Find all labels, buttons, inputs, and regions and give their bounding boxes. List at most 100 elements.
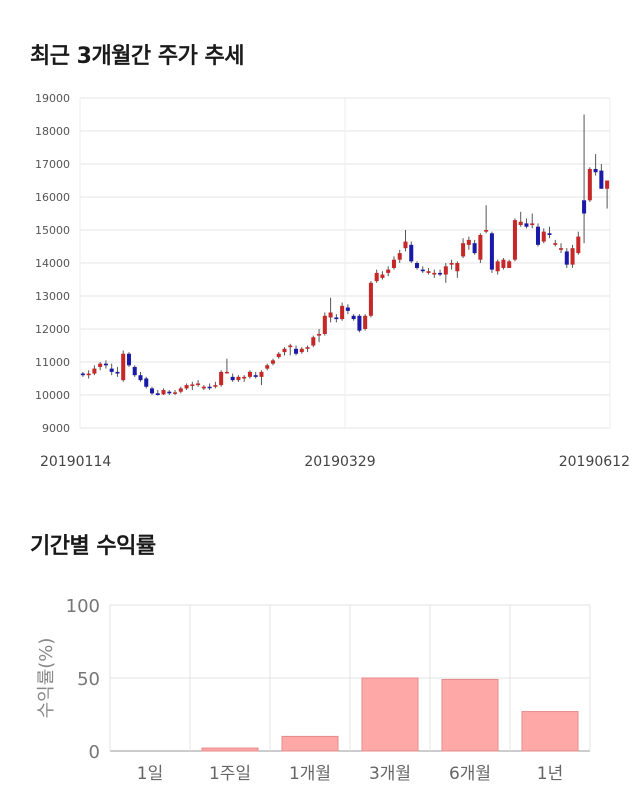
y-tick-label: 100 <box>66 596 100 617</box>
candle-body <box>317 333 322 336</box>
candle-body <box>299 348 304 353</box>
candle-body <box>322 315 327 334</box>
candle-body <box>305 347 310 349</box>
return-bar <box>361 677 419 752</box>
candle-body <box>92 368 97 374</box>
category-label: 1일 <box>137 764 163 784</box>
candle-body <box>282 348 287 353</box>
candle-body <box>484 230 489 232</box>
candle-body <box>138 375 143 381</box>
candle-body <box>86 373 91 376</box>
candle-body <box>403 241 408 249</box>
candle-body <box>599 170 604 189</box>
candle-body <box>541 231 546 242</box>
candle-body <box>219 371 224 386</box>
y-tick-label: 18000 <box>35 125 70 138</box>
x-date-label: 20190612 <box>559 454 630 470</box>
candle-body <box>247 371 252 377</box>
candle-body <box>178 388 183 392</box>
candle-body <box>512 220 517 260</box>
candle-body <box>115 371 120 374</box>
x-date-label: 20190329 <box>304 454 375 470</box>
candle-body <box>489 233 494 270</box>
candle-body <box>230 376 235 381</box>
candle-body <box>553 243 558 245</box>
x-date-label: 20190114 <box>40 454 111 470</box>
candle-body <box>530 223 535 226</box>
candle-body <box>582 200 587 214</box>
candle-body <box>564 251 569 265</box>
candle-body <box>461 243 466 257</box>
candle-body <box>414 263 420 268</box>
y-tick-label: 19000 <box>35 92 70 105</box>
candle-body <box>438 272 443 275</box>
candle-body <box>144 378 149 387</box>
category-label: 1개월 <box>289 764 331 784</box>
candle-body <box>478 234 483 260</box>
candle-body <box>380 274 385 278</box>
candle-body <box>190 384 195 386</box>
candle-body <box>345 307 350 311</box>
candle-body <box>259 371 264 377</box>
candle-body <box>357 315 362 331</box>
candle-body <box>334 317 339 320</box>
candle-body <box>363 315 368 329</box>
candle-body <box>409 244 414 262</box>
candle-body <box>132 366 137 376</box>
category-label: 1주일 <box>209 764 251 784</box>
candle-body <box>270 360 276 364</box>
category-label: 1년 <box>537 764 563 784</box>
y-tick-label: 0 <box>89 742 100 763</box>
category-label: 6개월 <box>449 764 491 784</box>
candle-body <box>455 263 460 272</box>
candle-body <box>524 223 529 227</box>
y-axis-label: 수익률(%) <box>36 638 57 719</box>
candle-body <box>547 233 552 235</box>
y-tick-label: 11000 <box>35 356 70 369</box>
candle-body <box>207 386 212 389</box>
y-tick-label: 16000 <box>35 191 70 204</box>
y-tick-label: 50 <box>77 669 100 690</box>
candle-body <box>593 168 598 173</box>
candle-body <box>161 390 166 395</box>
candle-body <box>103 363 108 366</box>
candle-body <box>167 391 172 394</box>
candle-body <box>587 168 592 201</box>
candle-body <box>501 259 506 268</box>
candle-body <box>449 263 454 265</box>
candle-body <box>265 365 270 369</box>
returns-title: 기간별 수익률 <box>30 534 156 559</box>
price-trend-chart: 9000 10000 11000 12000 13000 14000 15000 16000 1… <box>35 92 630 470</box>
y-tick-label: 15000 <box>35 224 70 237</box>
return-bar <box>441 678 499 752</box>
candle-body <box>184 385 189 389</box>
candle-body <box>121 353 126 381</box>
candle-body <box>236 376 241 381</box>
candle-body <box>466 239 471 245</box>
candle-body <box>126 353 131 366</box>
candle-body <box>242 376 247 379</box>
candle-body <box>495 261 500 272</box>
candle-body <box>518 221 523 226</box>
candle-body <box>311 337 316 346</box>
category-label: 3개월 <box>369 764 411 784</box>
candle-body <box>420 269 425 272</box>
candle-body <box>351 315 356 320</box>
return-bar <box>201 747 259 752</box>
candle-body <box>196 383 201 386</box>
candle-body <box>253 375 258 377</box>
candle-body <box>507 261 512 268</box>
candle-body <box>288 345 293 348</box>
candle-body <box>559 248 564 250</box>
candle-body <box>386 269 391 273</box>
candle-body <box>570 248 575 265</box>
return-bar <box>521 711 579 752</box>
candle-body <box>109 368 114 372</box>
y-tick-label: 17000 <box>35 158 70 171</box>
candle-body <box>155 393 160 395</box>
candle-body <box>340 305 345 320</box>
y-tick-label: 10000 <box>35 389 70 402</box>
candle-body <box>432 272 437 275</box>
candle-body <box>173 392 178 394</box>
